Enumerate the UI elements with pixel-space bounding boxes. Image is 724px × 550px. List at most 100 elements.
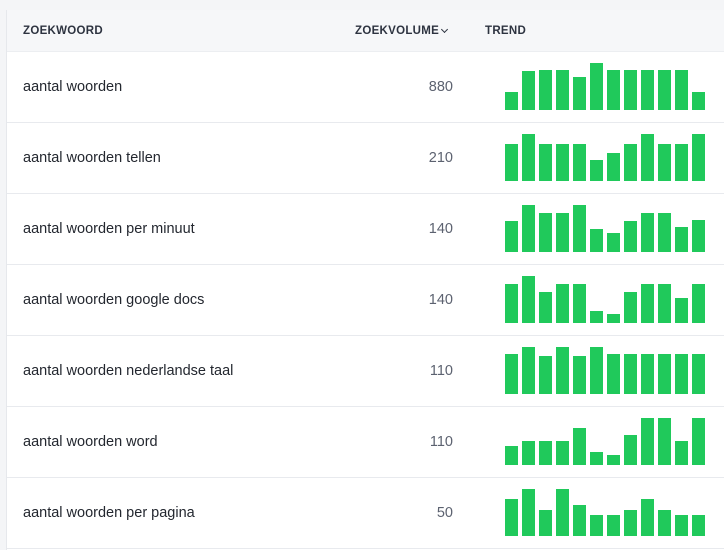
trend-bar xyxy=(556,489,569,536)
trend-bar xyxy=(522,347,535,394)
trend-bar xyxy=(556,284,569,323)
trend-bar xyxy=(624,354,637,394)
trend-chart xyxy=(505,347,709,394)
trend-bar xyxy=(641,70,654,110)
trend-bar xyxy=(624,510,637,536)
trend-bar xyxy=(522,134,535,181)
keyword-cell[interactable]: aantal woorden google docs xyxy=(23,292,205,308)
trend-bar xyxy=(556,347,569,394)
volume-column-header[interactable]: ZOEKVOLUME xyxy=(355,25,449,37)
trend-bar xyxy=(590,63,603,110)
trend-bar xyxy=(573,77,586,110)
trend-bar xyxy=(624,292,637,323)
trend-bar xyxy=(522,71,535,110)
trend-bar xyxy=(624,70,637,110)
trend-bar xyxy=(675,515,688,536)
keyword-cell[interactable]: aantal woorden nederlandse taal xyxy=(23,363,234,379)
trend-bar xyxy=(675,227,688,252)
trend-bar xyxy=(692,92,705,110)
trend-bar xyxy=(675,441,688,465)
trend-bar xyxy=(692,354,705,394)
volume-column-label: ZOEKVOLUME xyxy=(355,25,440,37)
keyword-cell[interactable]: aantal woorden xyxy=(23,79,123,95)
trend-bar xyxy=(539,213,552,252)
trend-bar xyxy=(573,205,586,252)
trend-bar xyxy=(556,70,569,110)
trend-bar xyxy=(607,153,620,181)
trend-chart xyxy=(505,418,709,465)
table-row[interactable]: aantal woorden per minuut 140 xyxy=(7,194,724,265)
trend-bar xyxy=(658,144,671,181)
trend-bar xyxy=(658,70,671,110)
trend-bar xyxy=(692,284,705,323)
trend-bar xyxy=(692,515,705,536)
volume-cell: 110 xyxy=(429,434,453,450)
keyword-cell[interactable]: aantal woorden per minuut xyxy=(23,221,195,237)
trend-bar xyxy=(641,284,654,323)
trend-bar xyxy=(522,276,535,323)
trend-bar xyxy=(556,213,569,252)
trend-bar xyxy=(607,233,620,252)
trend-bar xyxy=(658,213,671,252)
trend-bar xyxy=(692,134,705,181)
trend-bar xyxy=(658,284,671,323)
chevron-down-icon[interactable] xyxy=(441,25,449,33)
table-row[interactable]: aantal woorden 880 xyxy=(7,52,724,123)
trend-bar xyxy=(539,70,552,110)
trend-bar xyxy=(624,144,637,181)
trend-bar xyxy=(573,144,586,181)
keyword-column-header: ZOEKWOORD xyxy=(23,25,103,37)
trend-bar xyxy=(539,441,552,465)
trend-bar xyxy=(505,144,518,181)
trend-bar xyxy=(590,229,603,252)
trend-bar xyxy=(675,298,688,323)
trend-bar xyxy=(522,205,535,252)
trend-bar xyxy=(607,354,620,394)
trend-chart xyxy=(505,134,709,181)
trend-bar xyxy=(539,144,552,181)
trend-bar xyxy=(607,314,620,323)
trend-bar xyxy=(692,418,705,465)
trend-bar xyxy=(641,213,654,252)
trend-chart xyxy=(505,276,709,323)
trend-bar xyxy=(692,220,705,252)
keyword-cell[interactable]: aantal woorden tellen xyxy=(23,150,161,166)
volume-cell: 110 xyxy=(429,363,453,379)
trend-bar xyxy=(675,354,688,394)
trend-bar xyxy=(590,452,603,465)
volume-cell: 210 xyxy=(428,150,453,166)
keyword-cell[interactable]: aantal woorden word xyxy=(23,434,158,450)
table-row[interactable]: aantal woorden per pagina 50 xyxy=(7,478,724,549)
trend-bar xyxy=(590,347,603,394)
trend-bar xyxy=(641,499,654,536)
trend-bar xyxy=(590,515,603,536)
trend-chart xyxy=(505,205,709,252)
trend-bar xyxy=(539,356,552,394)
trend-bar xyxy=(590,311,603,323)
trend-column-header: TREND xyxy=(485,25,527,37)
table-row[interactable]: aantal woorden tellen 210 xyxy=(7,123,724,194)
trend-bar xyxy=(539,510,552,536)
trend-bar xyxy=(607,455,620,465)
trend-chart xyxy=(505,489,709,536)
trend-bar xyxy=(641,418,654,465)
table-body: aantal woorden 880 aantal woorden tellen 21… xyxy=(7,52,724,549)
table-row[interactable]: aantal woorden google docs 140 xyxy=(7,265,724,336)
trend-bar xyxy=(658,510,671,536)
trend-bar xyxy=(505,221,518,252)
trend-bar xyxy=(556,144,569,181)
table-row[interactable]: aantal woorden nederlandse taal 110 xyxy=(7,336,724,407)
table-row[interactable]: aantal woorden word 110 xyxy=(7,407,724,478)
trend-bar xyxy=(624,435,637,465)
trend-bar xyxy=(505,92,518,110)
trend-bar xyxy=(505,354,518,394)
trend-bar xyxy=(522,441,535,465)
trend-bar xyxy=(573,284,586,323)
keyword-cell[interactable]: aantal woorden per pagina xyxy=(23,505,195,521)
trend-bar xyxy=(675,70,688,110)
trend-bar xyxy=(607,515,620,536)
trend-bar xyxy=(641,354,654,394)
trend-bar xyxy=(573,505,586,536)
trend-bar xyxy=(573,356,586,394)
volume-cell: 880 xyxy=(428,79,453,95)
